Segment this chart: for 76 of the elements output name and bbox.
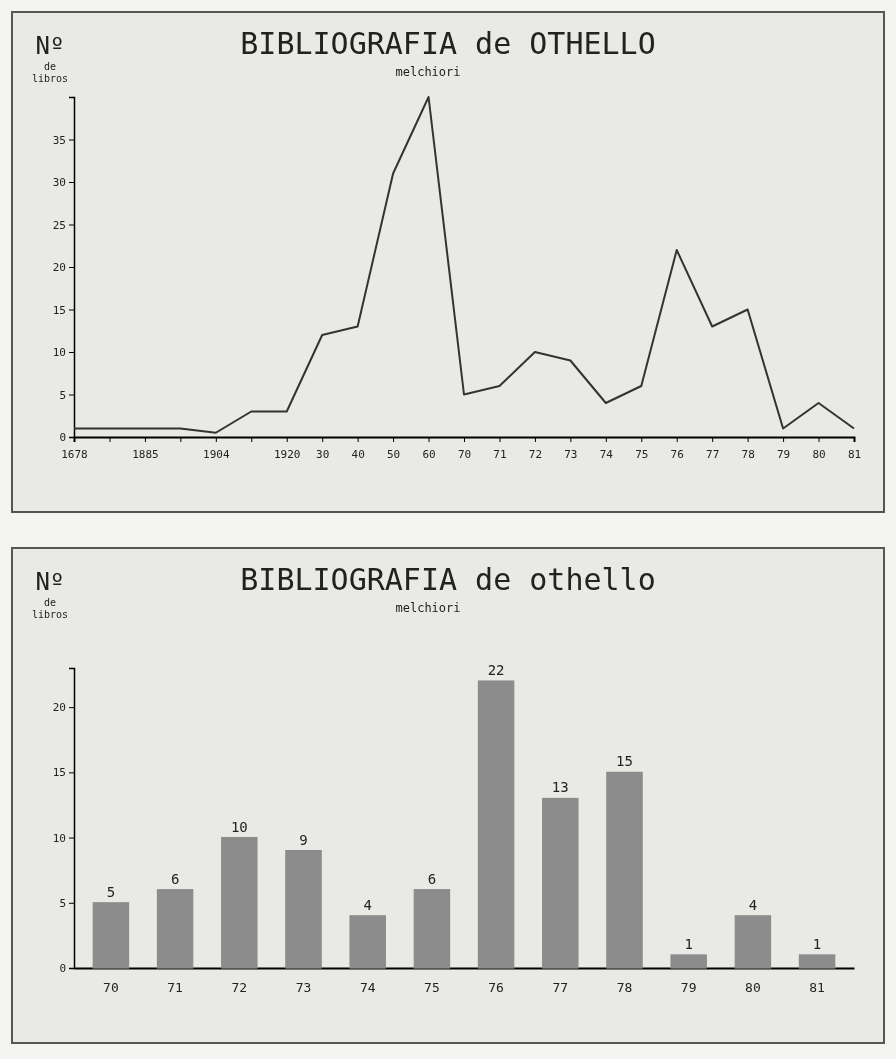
x-tick-label: 50 bbox=[386, 448, 401, 462]
data-label: 13 bbox=[551, 779, 569, 796]
data-label: 4 bbox=[748, 896, 758, 913]
bar bbox=[413, 889, 451, 969]
y-axis-title: Nº de libros bbox=[31, 568, 69, 620]
x-tick-label: 79 bbox=[680, 979, 697, 995]
bar bbox=[734, 915, 772, 969]
bar bbox=[477, 680, 515, 969]
chart-title: BIBLIOGRAFIA de OTHELLO bbox=[240, 26, 656, 61]
bar bbox=[221, 836, 258, 969]
x-tick-label: 79 bbox=[776, 448, 791, 462]
y-tick-label: 5 bbox=[59, 388, 66, 402]
data-label: 15 bbox=[616, 753, 633, 770]
x-tick-label: 75 bbox=[635, 448, 649, 462]
x-tick-label: 30 bbox=[316, 448, 330, 462]
x-tick-label: 80 bbox=[812, 448, 826, 462]
data-label: 6 bbox=[170, 870, 180, 887]
data-label: 1 bbox=[812, 935, 822, 952]
bar bbox=[349, 915, 386, 969]
x-tick-label: 72 bbox=[528, 448, 543, 462]
data-label: 10 bbox=[230, 818, 248, 835]
y-tick-label: 0 bbox=[59, 962, 66, 976]
bar bbox=[606, 771, 643, 969]
data-label: 6 bbox=[427, 870, 437, 887]
x-tick-label: 70 bbox=[103, 979, 119, 995]
x-tick-label: 1904 bbox=[203, 448, 230, 462]
y-tick-label: 15 bbox=[52, 303, 66, 317]
data-label: 22 bbox=[487, 662, 505, 679]
chart-subtitle: melchiori bbox=[395, 65, 461, 79]
x-tick-label: 1920 bbox=[273, 448, 301, 462]
data-label: 5 bbox=[106, 883, 116, 900]
x-tick-label: 75 bbox=[424, 979, 440, 995]
bar bbox=[798, 954, 836, 969]
data-label: 1 bbox=[684, 935, 693, 952]
y-tick-label: 25 bbox=[52, 218, 66, 232]
x-tick-label: 77 bbox=[706, 448, 720, 462]
data-label: 4 bbox=[363, 896, 372, 913]
y-tick-label: 5 bbox=[59, 896, 66, 910]
x-tick-label: 1678 bbox=[61, 448, 88, 462]
chart-title: BIBLIOGRAFIA de othello bbox=[240, 562, 656, 597]
x-tick-label: 73 bbox=[564, 448, 578, 462]
x-tick-label: 60 bbox=[422, 448, 436, 462]
x-tick-label: 77 bbox=[552, 979, 569, 995]
y-tick-label: 0 bbox=[59, 431, 66, 445]
x-tick-label: 80 bbox=[745, 979, 761, 995]
x-tick-label: 78 bbox=[741, 448, 755, 462]
y-tick-label: 15 bbox=[52, 766, 66, 780]
x-tick-label: 78 bbox=[616, 979, 633, 995]
x-tick-label: 1885 bbox=[132, 448, 159, 462]
bar bbox=[285, 850, 322, 969]
chart-subtitle: melchiori bbox=[395, 601, 461, 615]
x-tick-label: 74 bbox=[599, 448, 614, 462]
x-tick-label: 76 bbox=[488, 979, 504, 995]
bar bbox=[92, 902, 130, 969]
y-tick-label: 20 bbox=[52, 261, 66, 275]
bar bbox=[542, 797, 579, 969]
x-tick-label: 70 bbox=[457, 448, 472, 462]
x-tick-label: 74 bbox=[359, 979, 376, 995]
y-tick-label: 30 bbox=[52, 176, 66, 190]
y-axis-title: Nº de libros bbox=[31, 32, 69, 84]
x-tick-label: 71 bbox=[167, 979, 183, 995]
bar bbox=[156, 889, 194, 969]
x-tick-label: 72 bbox=[231, 979, 248, 995]
y-tick-label: 20 bbox=[52, 701, 66, 715]
y-tick-label: 10 bbox=[52, 831, 66, 845]
x-tick-label: 40 bbox=[351, 448, 365, 462]
data-label: 9 bbox=[299, 831, 308, 848]
x-tick-label: 73 bbox=[295, 979, 312, 995]
x-tick-label: 76 bbox=[670, 448, 684, 462]
bar bbox=[670, 954, 707, 969]
x-tick-label: 71 bbox=[493, 448, 507, 462]
line-series bbox=[73, 96, 855, 434]
y-tick-label: 10 bbox=[52, 346, 66, 360]
y-tick-label: 35 bbox=[52, 133, 66, 147]
x-tick-label: 81 bbox=[847, 448, 862, 462]
x-tick-label: 81 bbox=[809, 979, 825, 995]
